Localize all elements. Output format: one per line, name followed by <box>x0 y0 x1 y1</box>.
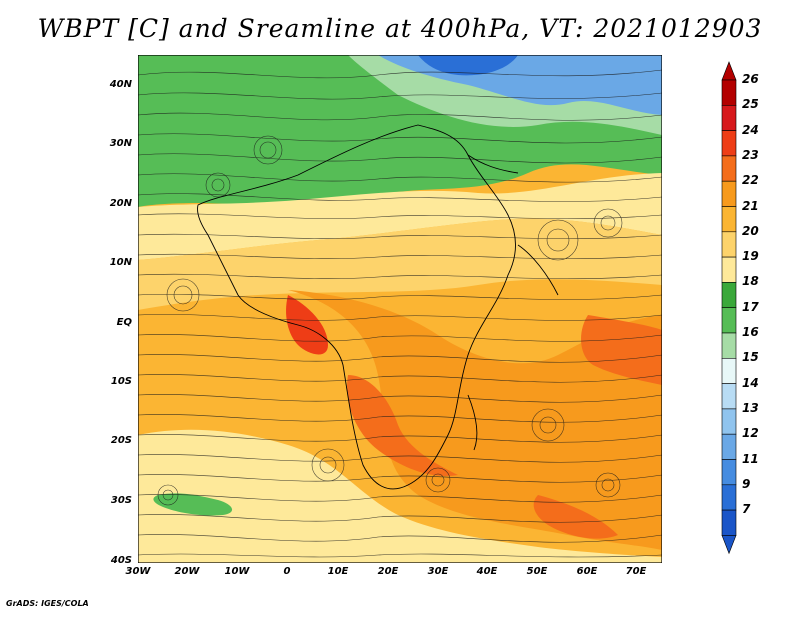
colorbar-cell <box>721 180 737 207</box>
colorbar-label: 18 <box>742 274 759 289</box>
colorbar-label: 26 <box>742 72 759 86</box>
colorbar-cell <box>721 282 737 308</box>
lon-tick-label: 0 <box>283 566 291 577</box>
lat-tick-label: 10N <box>109 257 132 268</box>
colorbar-label: 16 <box>742 325 759 339</box>
colorbar-cell <box>721 509 737 536</box>
footer-credit: GrADS: IGES/COLA <box>6 599 89 608</box>
colorbar-cell <box>721 332 737 359</box>
colorbar-cell <box>721 307 737 334</box>
field-red-core3 <box>581 315 662 385</box>
colorbar-cell <box>721 79 737 106</box>
colorbar-label: 25 <box>742 97 759 112</box>
colorbar-cell <box>721 206 737 233</box>
lon-tick-label: 10E <box>327 566 349 577</box>
colorbar-cell <box>721 484 737 511</box>
colorbar-label: 17 <box>742 299 759 314</box>
field-light-orange <box>138 218 662 310</box>
field-south-pale <box>138 429 662 563</box>
colorbar-label: 9 <box>742 476 751 491</box>
lon-tick-label: 30W <box>125 566 151 577</box>
colorbar-cell <box>721 231 737 258</box>
lat-tick-label: 20N <box>109 198 132 209</box>
colorbar-label: 20 <box>742 223 759 238</box>
colorbar-label: 24 <box>742 122 759 137</box>
lat-tick-label: 10S <box>110 376 132 387</box>
lon-tick-label: 10W <box>224 566 250 577</box>
lat-tick-label: 40S <box>110 555 132 566</box>
colorbar-arrow-bottom <box>721 535 737 555</box>
colorbar-label: 11 <box>742 451 759 466</box>
colorbar-label: 12 <box>742 426 759 441</box>
lat-tick-label: 20S <box>110 435 132 446</box>
colorbar-label: 7 <box>742 502 751 517</box>
lat-tick-label: 40N <box>109 79 132 90</box>
streamlines <box>138 69 662 558</box>
map-title: WBPT [C] and Sreamline at 400hPa, VT: 20… <box>37 14 763 43</box>
lon-tick-label: 20E <box>377 566 399 577</box>
lat-tick-label: EQ <box>116 317 132 328</box>
lon-tick-label: 40E <box>476 566 498 577</box>
colorbar-cell <box>721 155 737 182</box>
colorbar-label: 19 <box>742 249 759 264</box>
field-deepblue <box>418 55 518 76</box>
colorbar-label: 22 <box>742 173 759 188</box>
colorbar-cell <box>721 104 737 131</box>
field-pale-band <box>138 173 662 260</box>
wbpt-streamline-map <box>138 55 662 563</box>
colorbar-label: 14 <box>742 375 759 390</box>
field-orange-core <box>288 290 662 550</box>
colorbar-cell <box>721 459 737 486</box>
lat-tick-label: 30N <box>109 138 132 149</box>
colorbar-label: 21 <box>742 198 759 213</box>
lon-tick-label: 70E <box>625 566 647 577</box>
colorbar-cell <box>721 383 737 410</box>
field-south-green-patch <box>153 493 233 516</box>
coastlines <box>197 124 559 490</box>
colorbar-cells <box>721 61 737 555</box>
colorbar <box>721 61 737 555</box>
colorbar-cell <box>721 408 737 435</box>
lon-tick-label: 50E <box>526 566 548 577</box>
colorbar-cell <box>721 130 737 157</box>
lon-tick-label: 30E <box>427 566 449 577</box>
lon-tick-label: 20W <box>174 566 200 577</box>
colorbar-arrow-top <box>721 61 737 81</box>
field-red-core1 <box>286 295 328 355</box>
colorbar-label: 15 <box>742 350 759 365</box>
colorbar-cell <box>721 357 737 384</box>
colorbar-label: 13 <box>742 400 759 415</box>
field-red-core4 <box>533 495 618 539</box>
field-red-core2 <box>347 375 458 476</box>
lon-tick-label: 60E <box>576 566 598 577</box>
colorbar-label: 23 <box>742 147 759 162</box>
colorbar-cell <box>721 256 737 283</box>
lat-tick-label: 30S <box>110 495 132 506</box>
colorbar-cell <box>721 433 737 460</box>
